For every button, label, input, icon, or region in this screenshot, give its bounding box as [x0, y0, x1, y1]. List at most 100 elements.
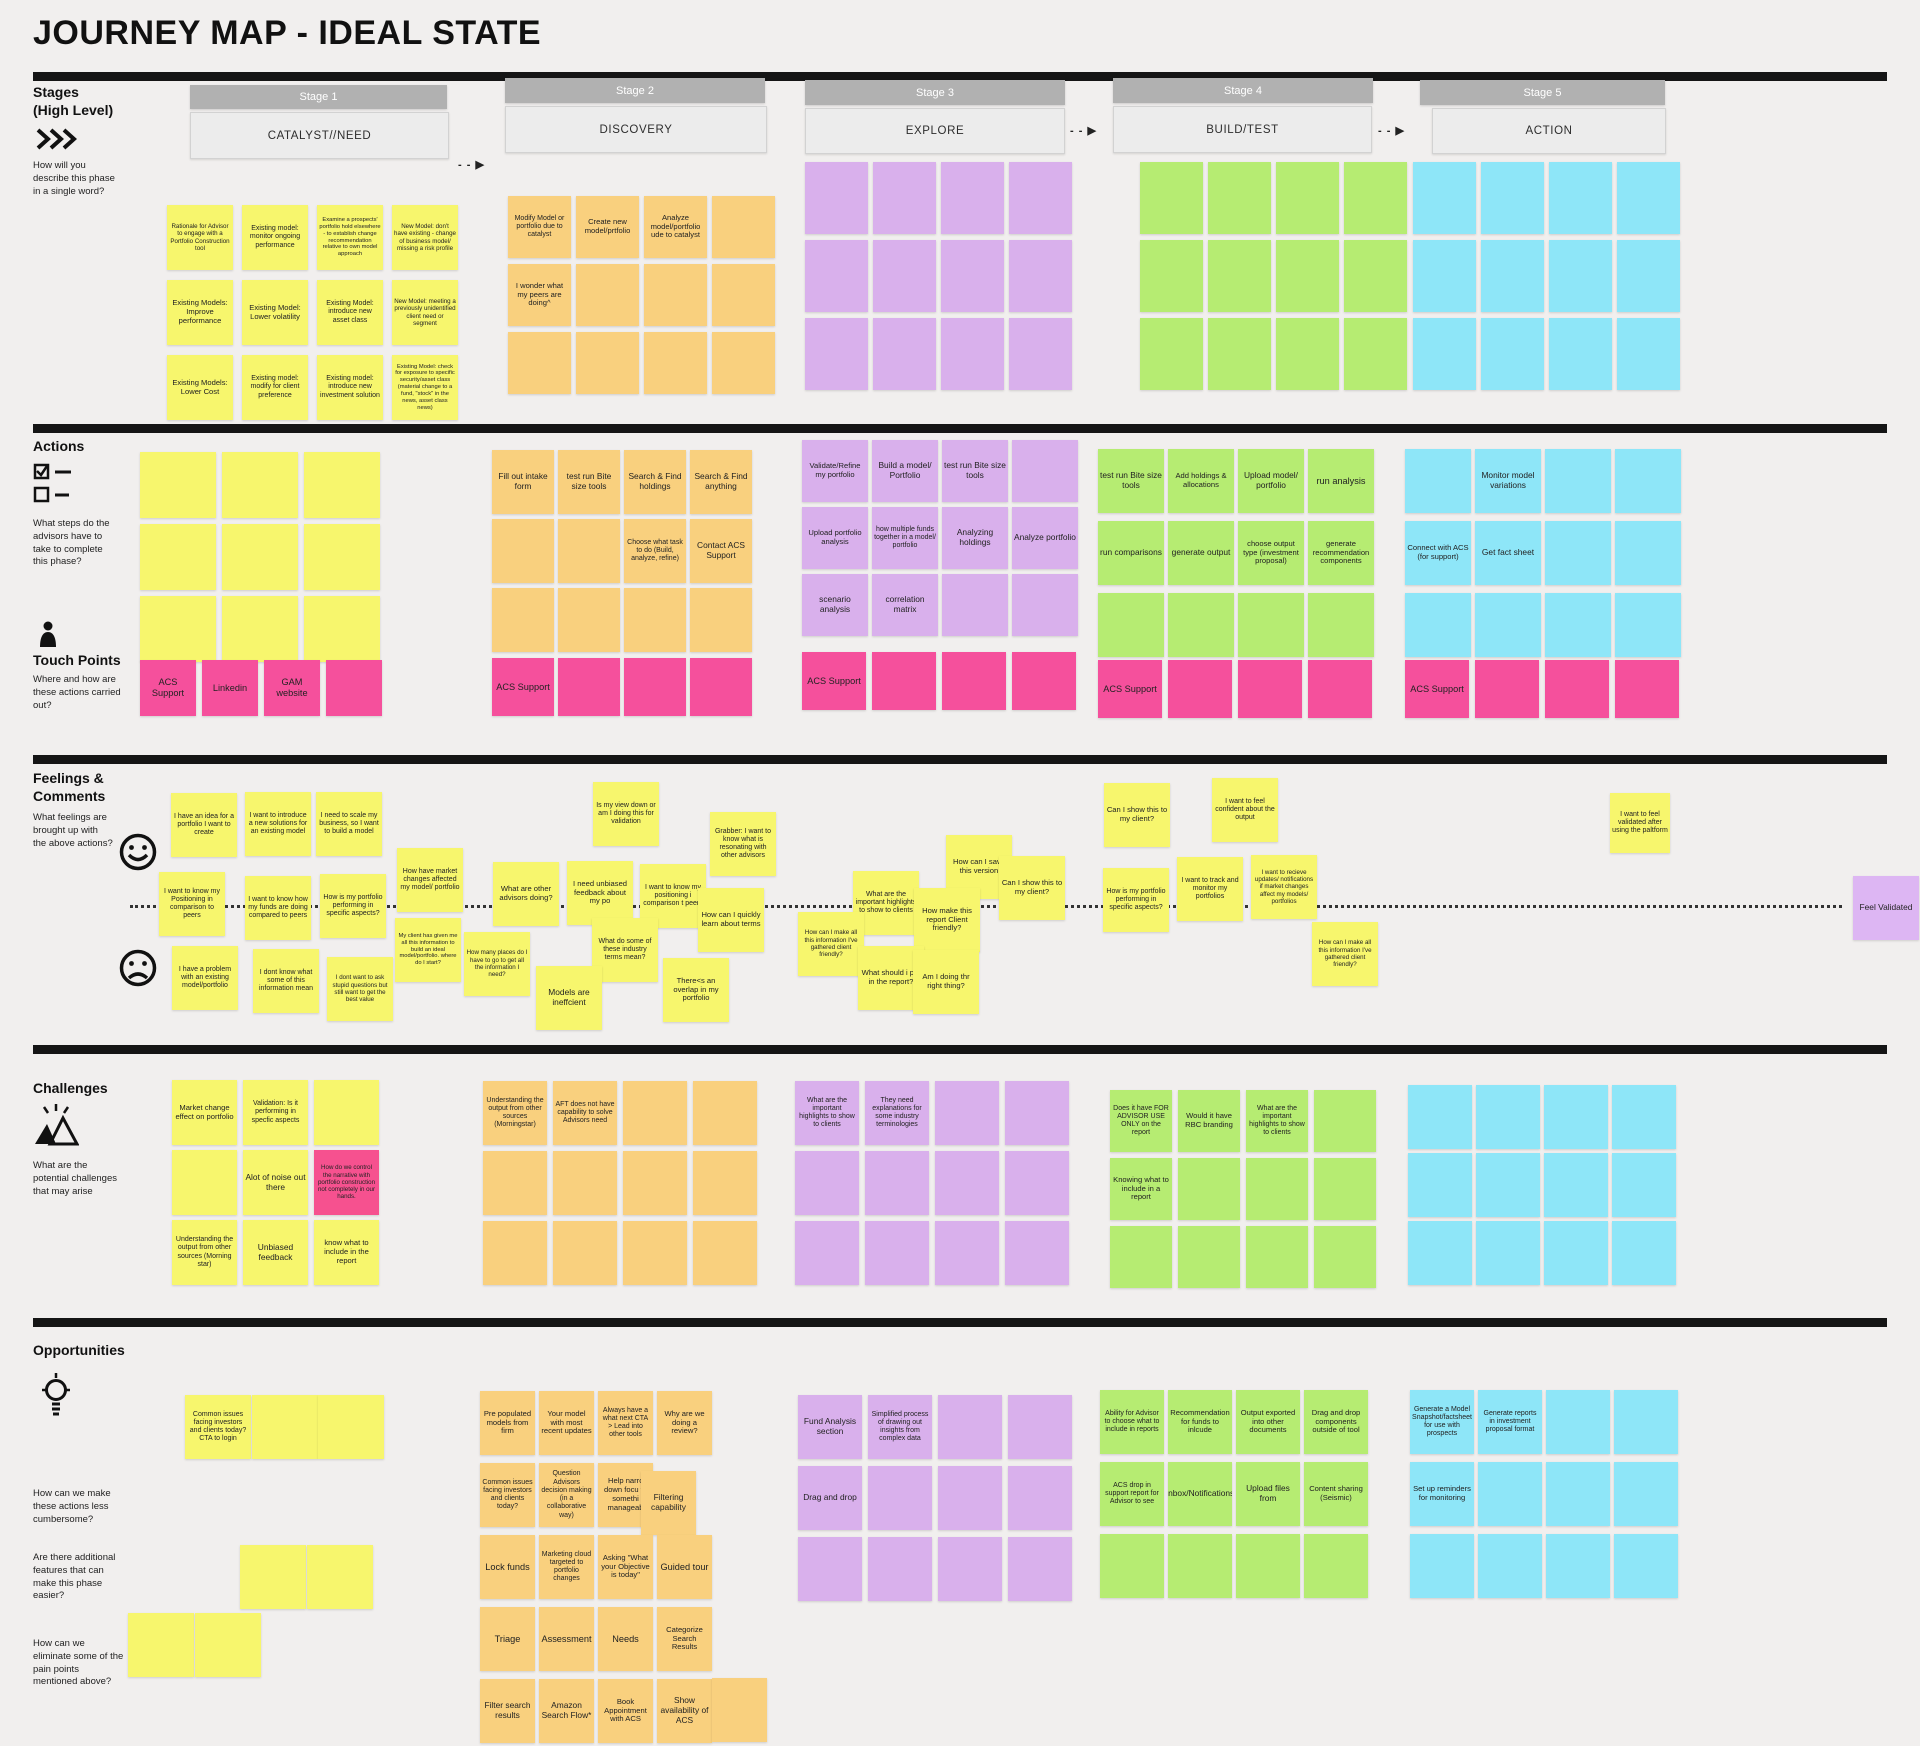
sticky-note[interactable]	[1168, 660, 1232, 718]
sticky-note[interactable]	[492, 519, 554, 583]
sticky-note[interactable]	[307, 1545, 373, 1609]
sticky-note[interactable]: Choose what task to do (Build, analyze, …	[624, 519, 686, 583]
sticky-note[interactable]	[644, 264, 707, 326]
sticky-note[interactable]: How is my portfolio performing in specif…	[320, 874, 386, 938]
sticky-note[interactable]	[941, 162, 1004, 234]
sticky-note[interactable]: Filtering capability	[641, 1471, 696, 1535]
sticky-note[interactable]: Your model with most recent updates	[539, 1391, 594, 1455]
sticky-note[interactable]	[690, 588, 752, 652]
sticky-note[interactable]	[1009, 162, 1072, 234]
sticky-note[interactable]	[1140, 162, 1203, 234]
stage-4-label[interactable]: BUILD/TEST	[1113, 106, 1372, 153]
sticky-note[interactable]	[938, 1395, 1002, 1459]
sticky-note[interactable]: Grabber: I want to know what is resonati…	[710, 812, 776, 876]
sticky-note[interactable]: They need explanations for some industry…	[865, 1081, 929, 1145]
sticky-note[interactable]	[644, 332, 707, 394]
sticky-note[interactable]	[935, 1081, 999, 1145]
sticky-note[interactable]	[941, 318, 1004, 390]
sticky-note[interactable]	[1614, 1462, 1678, 1526]
sticky-note[interactable]: ACS Support	[1098, 660, 1162, 718]
sticky-note[interactable]	[712, 196, 775, 258]
sticky-note[interactable]: Drag and drop components outside of tool	[1304, 1390, 1368, 1454]
sticky-note[interactable]	[1408, 1221, 1472, 1285]
sticky-note[interactable]: Existing model: introduce new investment…	[317, 355, 383, 420]
sticky-note[interactable]	[483, 1151, 547, 1215]
stage-1-header[interactable]: Stage 1	[190, 85, 447, 109]
sticky-note[interactable]	[1140, 318, 1203, 390]
sticky-note[interactable]: Generate reports in investment proposal …	[1478, 1390, 1542, 1454]
sticky-note[interactable]	[304, 524, 380, 590]
sticky-note[interactable]: Existing Model: introduce new asset clas…	[317, 280, 383, 345]
sticky-note[interactable]	[140, 596, 216, 662]
sticky-note[interactable]	[1413, 240, 1476, 312]
sticky-note[interactable]: New Model: don't have existing - change …	[392, 205, 458, 270]
sticky-note[interactable]	[553, 1221, 617, 1285]
sticky-note[interactable]: Existing model: modify for client prefer…	[242, 355, 308, 420]
sticky-note[interactable]	[1549, 240, 1612, 312]
sticky-note[interactable]	[1008, 1466, 1072, 1530]
sticky-note[interactable]: Existing Model: check for exposure to sp…	[392, 355, 458, 420]
sticky-note[interactable]: Inbox/Notifications	[1168, 1462, 1232, 1526]
sticky-note[interactable]	[1012, 440, 1078, 502]
sticky-note[interactable]	[873, 240, 936, 312]
sticky-note[interactable]	[1208, 162, 1271, 234]
sticky-note[interactable]	[1481, 318, 1544, 390]
sticky-note[interactable]	[1546, 1390, 1610, 1454]
sticky-note[interactable]	[1615, 593, 1681, 657]
stage-3-header[interactable]: Stage 3	[805, 80, 1065, 105]
sticky-note[interactable]	[1615, 660, 1679, 718]
sticky-note[interactable]	[1481, 240, 1544, 312]
sticky-note[interactable]	[938, 1466, 1002, 1530]
sticky-note[interactable]	[492, 588, 554, 652]
sticky-note[interactable]	[1238, 660, 1302, 718]
sticky-note[interactable]	[1308, 593, 1374, 657]
sticky-note[interactable]	[872, 652, 936, 710]
sticky-note[interactable]	[941, 240, 1004, 312]
stage-4-header[interactable]: Stage 4	[1113, 78, 1373, 103]
sticky-note[interactable]	[1476, 1153, 1540, 1217]
sticky-note[interactable]	[1481, 162, 1544, 234]
sticky-note[interactable]: Validate/Refine my portfolio	[802, 440, 868, 502]
sticky-note[interactable]	[712, 332, 775, 394]
sticky-note[interactable]: I need to scale my business, so I want t…	[316, 792, 382, 856]
sticky-note[interactable]: correlation matrix	[872, 574, 938, 636]
sticky-note[interactable]	[693, 1151, 757, 1215]
sticky-note[interactable]: I have an idea for a portfolio I want to…	[171, 793, 237, 857]
sticky-note[interactable]	[326, 660, 382, 716]
sticky-note[interactable]	[1476, 1221, 1540, 1285]
sticky-note[interactable]: Examine a prospects' portfolio hold else…	[317, 205, 383, 270]
sticky-note[interactable]: How do we control the narrative with por…	[314, 1150, 379, 1215]
sticky-note[interactable]	[483, 1221, 547, 1285]
sticky-note[interactable]	[1246, 1226, 1308, 1288]
sticky-note[interactable]	[1478, 1534, 1542, 1598]
sticky-note[interactable]	[1405, 593, 1471, 657]
sticky-note[interactable]: Contact ACS Support	[690, 519, 752, 583]
sticky-note[interactable]	[1314, 1158, 1376, 1220]
sticky-note[interactable]: ACS Support	[802, 652, 866, 710]
sticky-note[interactable]: ACS Support	[492, 658, 554, 716]
sticky-note[interactable]	[795, 1151, 859, 1215]
sticky-note[interactable]	[1304, 1534, 1368, 1598]
sticky-note[interactable]: New Model: meeting a previously unidenti…	[392, 280, 458, 345]
sticky-note[interactable]: Search & Find anything	[690, 450, 752, 514]
sticky-note[interactable]	[128, 1613, 194, 1677]
sticky-note[interactable]: Can I show this to my client?	[1104, 783, 1170, 847]
sticky-note[interactable]: How can I make all this information I've…	[798, 912, 864, 976]
sticky-note[interactable]: I want to know how my funds are doing co…	[245, 876, 311, 940]
sticky-note[interactable]	[1617, 162, 1680, 234]
sticky-note[interactable]: Knowing what to include in a report	[1110, 1158, 1172, 1220]
sticky-note[interactable]: How have market changes affected my mode…	[397, 848, 463, 912]
sticky-note[interactable]: Needs	[598, 1607, 653, 1671]
sticky-note[interactable]: Existing Model: Lower volatility	[242, 280, 308, 345]
sticky-note[interactable]: Existing Models: Improve performance	[167, 280, 233, 345]
sticky-note[interactable]: Connect with ACS (for support)	[1405, 521, 1471, 585]
sticky-note[interactable]	[624, 588, 686, 652]
sticky-note[interactable]: ACS Support	[140, 660, 196, 716]
sticky-note[interactable]	[623, 1151, 687, 1215]
sticky-note[interactable]: Does it have FOR ADVISOR USE ONLY on the…	[1110, 1090, 1172, 1152]
sticky-note[interactable]: GAM website	[264, 660, 320, 716]
sticky-note[interactable]	[1276, 162, 1339, 234]
sticky-note[interactable]: Upload portfolio analysis	[802, 507, 868, 569]
sticky-note[interactable]: Recommendation for funds to inlcude	[1168, 1390, 1232, 1454]
sticky-note[interactable]: ACS Support	[1405, 660, 1469, 718]
